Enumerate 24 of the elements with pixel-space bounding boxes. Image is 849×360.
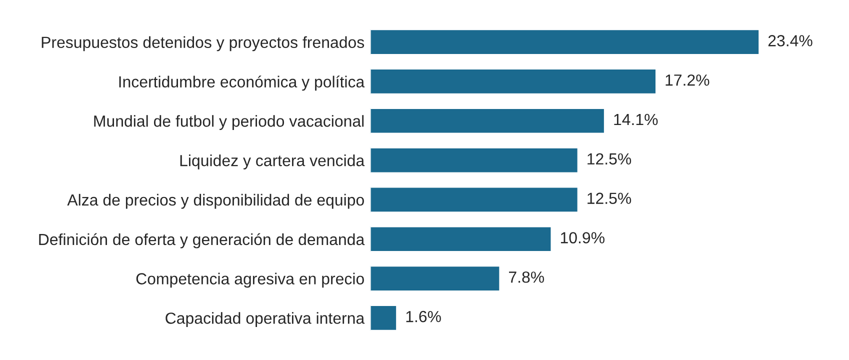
y-tick-label: Alza de precios y disponibilidad de equipo xyxy=(67,194,364,209)
y-tick-label: Mundial de futbol y periodo vacacional xyxy=(94,115,364,130)
bar xyxy=(370,304,398,332)
data-label: 17.2% xyxy=(666,74,710,86)
y-tick-label: Capacidad operativa interna xyxy=(166,312,365,328)
bar xyxy=(370,226,552,252)
y-tick-label: Liquidez y cartera vencida xyxy=(180,154,365,170)
data-label: 7.8% xyxy=(509,272,544,283)
y-tick-label: Competencia agresiva en precio xyxy=(136,272,364,288)
bar xyxy=(370,28,760,56)
y-tick-label: Incertidumbre económica y política xyxy=(119,76,365,91)
bar xyxy=(370,146,579,174)
data-label: 14.1% xyxy=(614,114,658,126)
data-label: 10.9% xyxy=(560,232,604,244)
y-tick-label: Definición de oferta y generación de demanda xyxy=(39,233,365,248)
data-label: 23.4% xyxy=(768,35,812,46)
data-label: 12.5% xyxy=(588,153,632,165)
y-tick-label: Presupuestos detenidos y proyectos frenados xyxy=(42,36,364,52)
bar xyxy=(370,68,657,95)
bar xyxy=(370,186,579,214)
bar xyxy=(370,265,501,292)
data-label: 12.5% xyxy=(588,192,632,204)
data-label: 1.6% xyxy=(406,310,441,322)
bar xyxy=(370,108,606,134)
